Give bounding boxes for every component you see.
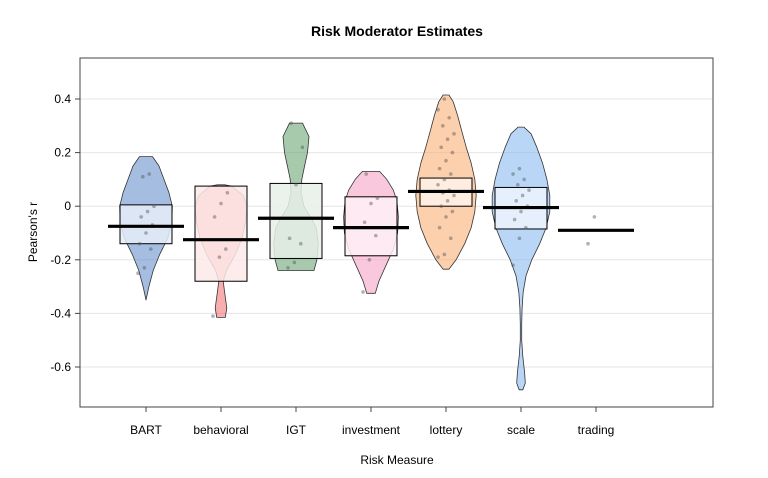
data-point xyxy=(511,172,515,176)
data-point xyxy=(364,172,369,176)
x-tick-label: BART xyxy=(130,423,162,437)
x-tick-label: IGT xyxy=(286,423,307,437)
data-point xyxy=(287,236,292,241)
data-point xyxy=(516,182,520,187)
data-point xyxy=(592,215,597,219)
y-tick-label: 0.4 xyxy=(54,92,71,106)
data-point xyxy=(442,252,447,257)
data-point xyxy=(369,201,373,206)
data-point xyxy=(147,172,151,176)
chart-title: Risk Moderator Estimates xyxy=(311,23,483,39)
data-point xyxy=(519,209,523,214)
x-tick-label: lottery xyxy=(430,423,463,437)
data-point xyxy=(511,263,515,267)
data-point xyxy=(450,150,455,155)
y-tick-label: 0.2 xyxy=(54,146,71,160)
data-point xyxy=(512,217,517,222)
x-tick-label: behavioral xyxy=(193,423,248,437)
data-point xyxy=(299,241,303,246)
data-point xyxy=(439,204,444,208)
data-point xyxy=(517,166,522,171)
data-point xyxy=(449,172,453,176)
data-point xyxy=(436,107,440,112)
box-BART xyxy=(119,204,173,245)
means xyxy=(108,189,634,242)
data-point xyxy=(444,215,448,219)
data-point xyxy=(436,255,440,259)
data-point xyxy=(514,199,518,203)
data-point xyxy=(442,177,447,182)
data-point xyxy=(441,124,445,128)
x-tick-label: scale xyxy=(507,423,535,437)
data-point xyxy=(149,247,153,251)
data-point xyxy=(444,158,448,163)
data-point xyxy=(437,166,442,171)
x-tick-label: investment xyxy=(342,423,401,437)
y-tick-label: -0.4 xyxy=(50,306,71,320)
data-point xyxy=(211,314,215,318)
data-point xyxy=(452,132,456,136)
data-point xyxy=(145,209,150,214)
data-point xyxy=(289,121,294,125)
data-point xyxy=(141,174,145,179)
data-point xyxy=(286,266,290,270)
data-point xyxy=(139,215,143,219)
x-tick-label: trading xyxy=(578,423,615,437)
y-tick-label: -0.6 xyxy=(50,360,71,374)
data-point xyxy=(527,188,531,192)
data-point xyxy=(447,115,452,120)
data-point xyxy=(361,290,365,294)
data-point xyxy=(294,182,298,187)
box-behavioral xyxy=(194,185,248,282)
data-point xyxy=(136,271,140,276)
data-point xyxy=(219,201,223,206)
data-point xyxy=(437,225,442,230)
data-point xyxy=(300,145,305,150)
data-point xyxy=(367,258,372,262)
data-point xyxy=(450,209,455,214)
x-axis-label: Risk Measure xyxy=(360,453,434,467)
data-point xyxy=(292,260,297,265)
box-IGT xyxy=(269,182,323,259)
data-point xyxy=(449,236,453,241)
data-point xyxy=(439,145,444,150)
data-point xyxy=(217,255,222,259)
data-point xyxy=(452,193,456,198)
data-point xyxy=(442,97,447,101)
data-point xyxy=(586,241,590,246)
data-point xyxy=(436,182,440,187)
data-point xyxy=(142,266,147,270)
y-tick-label: -0.2 xyxy=(50,253,71,267)
data-point xyxy=(374,233,378,238)
data-point xyxy=(225,191,230,195)
data-point xyxy=(445,199,450,203)
data-point xyxy=(375,196,380,200)
y-axis: 0.4 0.2 0 -0.2 -0.4 -0.6 xyxy=(50,92,80,374)
data-point xyxy=(522,177,526,182)
data-point xyxy=(224,247,228,251)
data-point xyxy=(445,137,450,141)
x-axis: BART behavioral IGT investment lottery scale t… xyxy=(130,407,614,437)
y-tick-label: 0 xyxy=(64,199,71,213)
data-point xyxy=(144,231,148,235)
plot-frame xyxy=(79,57,714,408)
data-point xyxy=(152,204,156,208)
data-point xyxy=(362,220,367,225)
data-point xyxy=(524,225,528,230)
data-point xyxy=(137,241,142,246)
data-point xyxy=(520,193,525,198)
y-axis-label: Pearson's r xyxy=(26,202,40,262)
data-point xyxy=(212,215,217,219)
data-point xyxy=(517,236,522,241)
